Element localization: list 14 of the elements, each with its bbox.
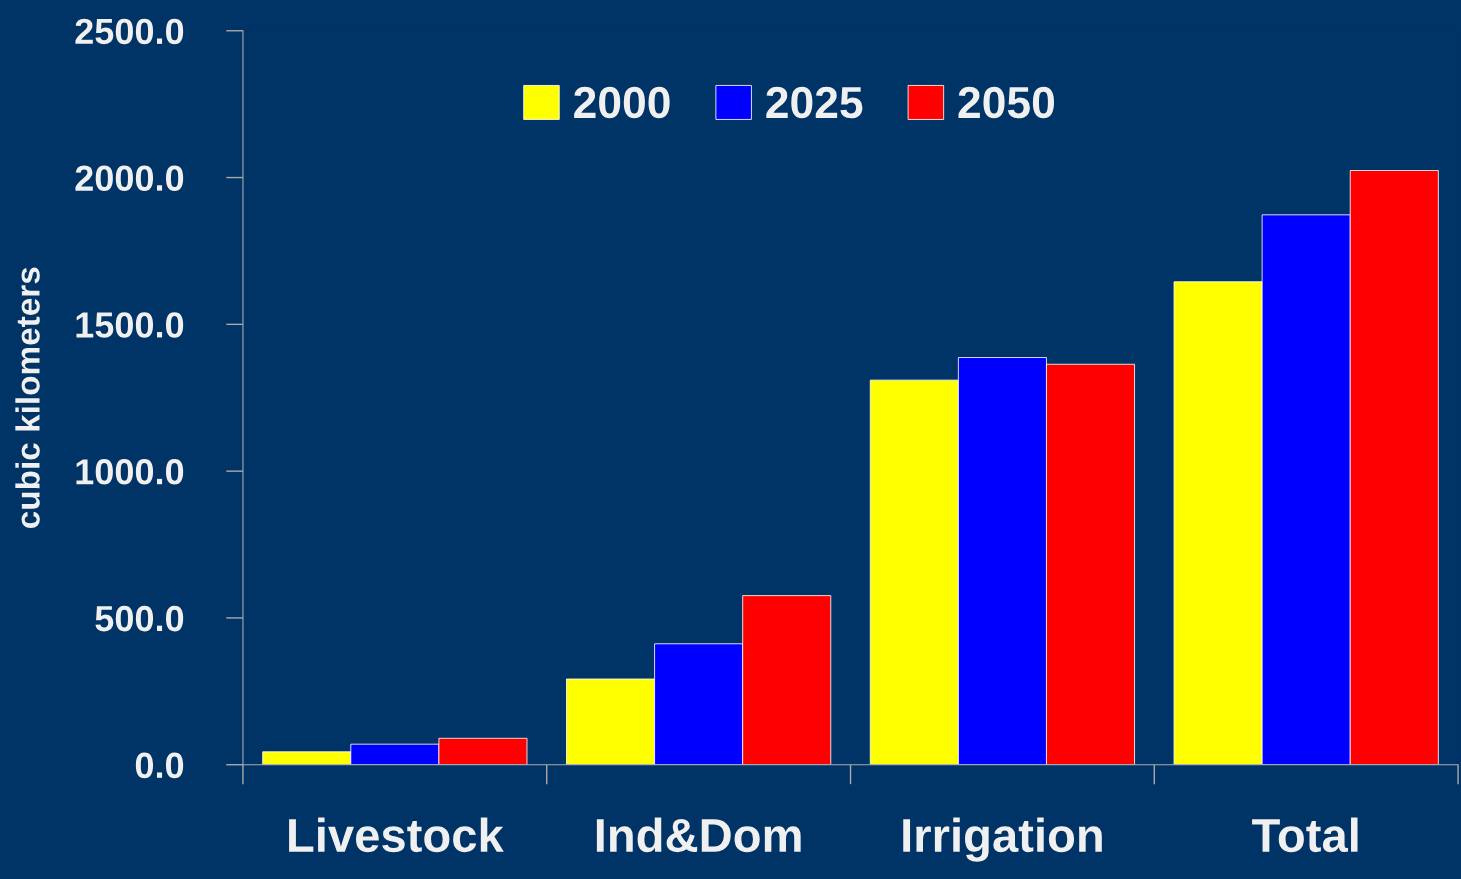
y-axis-title: cubic kilometers (15, 267, 40, 528)
x-tick-label: Irrigation (903, 817, 1102, 862)
legend-label: 2025 (766, 86, 863, 119)
x-tick-label: Total (1252, 817, 1358, 853)
y-tick-label: 1500.0 (76, 312, 184, 338)
y-tick-label: 0.0 (135, 752, 184, 779)
legend-label: 2050 (958, 86, 1055, 119)
x-tick-label: Livestock (289, 817, 504, 853)
y-tick-label: 500.0 (95, 605, 184, 632)
y-tick-label: 2500.0 (75, 18, 184, 45)
y-tick-label: 2000.0 (75, 165, 184, 191)
y-tick-label: 1000.0 (76, 459, 184, 485)
x-tick-label: Ind&Dom (596, 817, 801, 853)
legend-label: 2000 (574, 86, 670, 119)
